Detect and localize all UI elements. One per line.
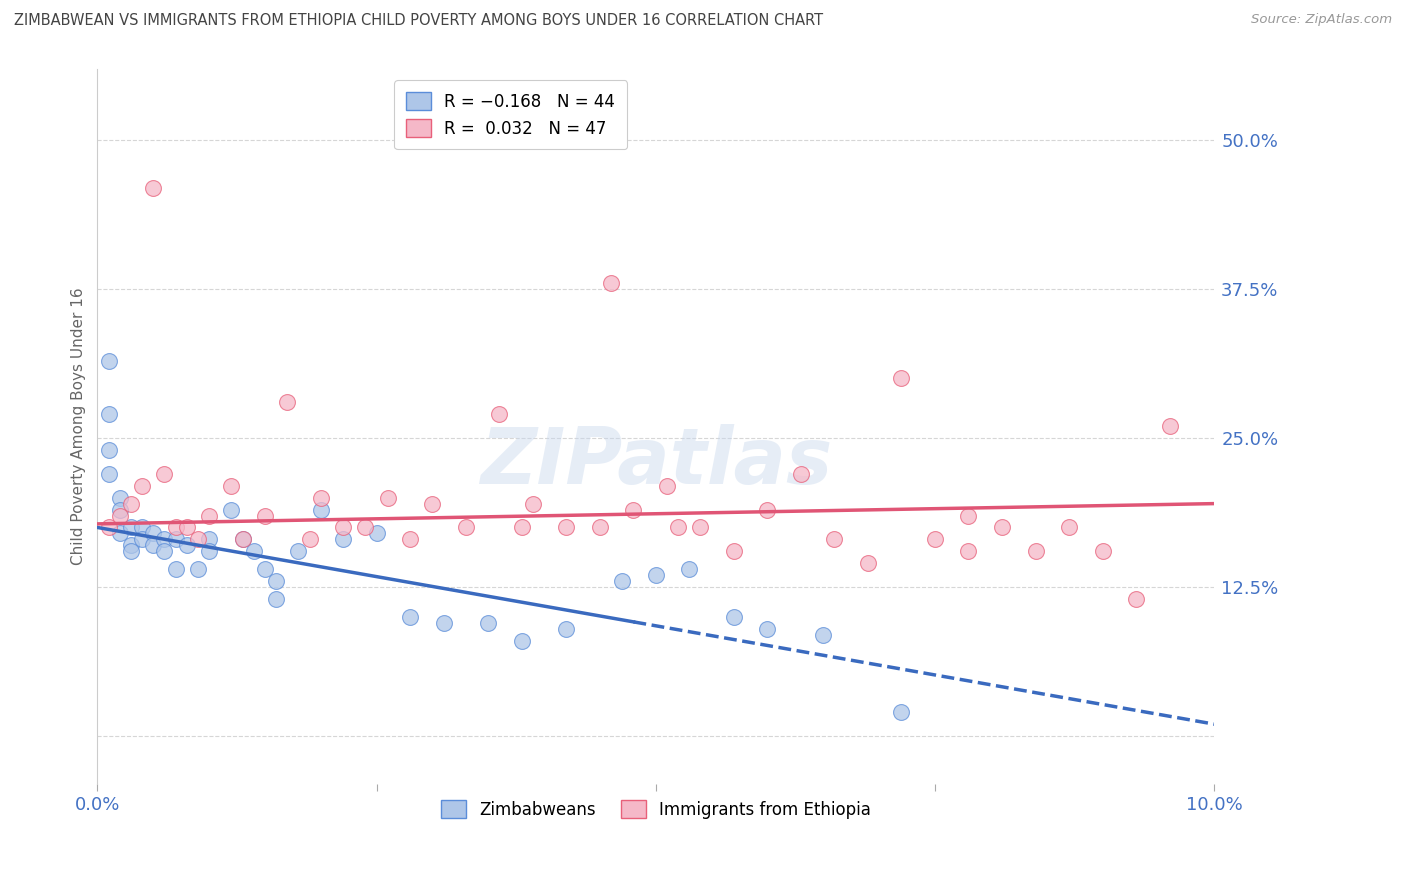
Legend: Zimbabweans, Immigrants from Ethiopia: Zimbabweans, Immigrants from Ethiopia	[434, 794, 877, 825]
Point	[522, 497, 544, 511]
Point	[991, 520, 1014, 534]
Point	[153, 467, 176, 481]
Point	[432, 615, 454, 630]
Point	[723, 610, 745, 624]
Point	[176, 520, 198, 534]
Point	[644, 568, 666, 582]
Point	[264, 574, 287, 588]
Point	[856, 556, 879, 570]
Point	[221, 479, 243, 493]
Point	[824, 533, 846, 547]
Point	[253, 562, 276, 576]
Point	[623, 502, 645, 516]
Point	[689, 520, 711, 534]
Point	[555, 520, 578, 534]
Point	[276, 395, 298, 409]
Point	[354, 520, 377, 534]
Point	[153, 544, 176, 558]
Point	[1125, 591, 1147, 606]
Point	[165, 520, 187, 534]
Point	[142, 538, 165, 552]
Text: ZIPatlas: ZIPatlas	[479, 424, 832, 500]
Point	[1057, 520, 1080, 534]
Point	[332, 533, 354, 547]
Point	[165, 562, 187, 576]
Point	[723, 544, 745, 558]
Point	[678, 562, 700, 576]
Point	[198, 533, 221, 547]
Point	[309, 491, 332, 505]
Point	[790, 467, 813, 481]
Point	[655, 479, 678, 493]
Point	[131, 533, 153, 547]
Point	[142, 526, 165, 541]
Point	[221, 502, 243, 516]
Point	[97, 467, 120, 481]
Point	[187, 533, 209, 547]
Point	[198, 544, 221, 558]
Point	[377, 491, 399, 505]
Point	[108, 491, 131, 505]
Point	[399, 610, 422, 624]
Point	[890, 371, 912, 385]
Point	[477, 615, 499, 630]
Point	[232, 533, 254, 547]
Point	[510, 633, 533, 648]
Point	[232, 533, 254, 547]
Point	[309, 502, 332, 516]
Point	[454, 520, 477, 534]
Point	[264, 591, 287, 606]
Point	[131, 520, 153, 534]
Point	[120, 520, 142, 534]
Point	[97, 442, 120, 457]
Point	[142, 180, 165, 194]
Point	[1024, 544, 1046, 558]
Point	[253, 508, 276, 523]
Point	[957, 508, 980, 523]
Point	[176, 538, 198, 552]
Point	[120, 538, 142, 552]
Point	[756, 622, 779, 636]
Point	[924, 533, 946, 547]
Point	[165, 533, 187, 547]
Point	[1159, 419, 1181, 434]
Point	[287, 544, 309, 558]
Point	[612, 574, 634, 588]
Point	[813, 628, 835, 642]
Point	[97, 353, 120, 368]
Text: ZIMBABWEAN VS IMMIGRANTS FROM ETHIOPIA CHILD POVERTY AMONG BOYS UNDER 16 CORRELA: ZIMBABWEAN VS IMMIGRANTS FROM ETHIOPIA C…	[14, 13, 823, 29]
Point	[298, 533, 321, 547]
Point	[756, 502, 779, 516]
Point	[666, 520, 689, 534]
Point	[97, 520, 120, 534]
Point	[510, 520, 533, 534]
Point	[120, 497, 142, 511]
Point	[555, 622, 578, 636]
Point	[600, 276, 623, 290]
Point	[108, 502, 131, 516]
Point	[399, 533, 422, 547]
Point	[422, 497, 444, 511]
Point	[957, 544, 980, 558]
Point	[488, 407, 510, 421]
Point	[366, 526, 388, 541]
Text: Source: ZipAtlas.com: Source: ZipAtlas.com	[1251, 13, 1392, 27]
Point	[589, 520, 612, 534]
Point	[108, 508, 131, 523]
Point	[242, 544, 264, 558]
Point	[153, 533, 176, 547]
Point	[97, 407, 120, 421]
Point	[198, 508, 221, 523]
Point	[131, 479, 153, 493]
Point	[890, 705, 912, 719]
Y-axis label: Child Poverty Among Boys Under 16: Child Poverty Among Boys Under 16	[72, 287, 86, 565]
Point	[120, 544, 142, 558]
Point	[187, 562, 209, 576]
Point	[1091, 544, 1114, 558]
Point	[108, 526, 131, 541]
Point	[332, 520, 354, 534]
